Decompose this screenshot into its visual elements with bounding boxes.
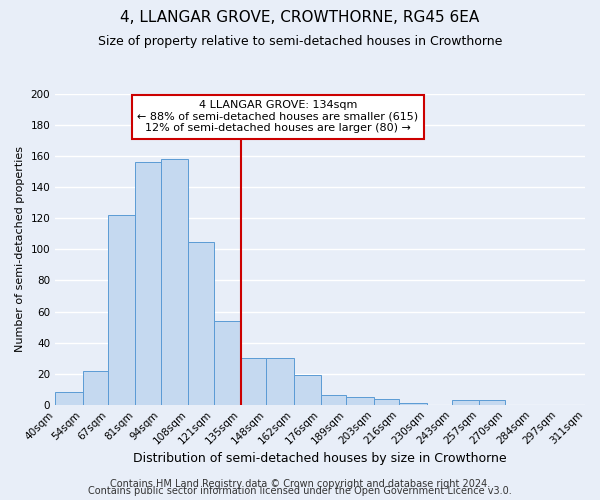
Bar — [108, 215, 136, 404]
Bar — [321, 396, 346, 404]
Bar — [452, 400, 479, 404]
Bar — [399, 403, 427, 404]
Text: 4 LLANGAR GROVE: 134sqm
← 88% of semi-detached houses are smaller (615)
12% of s: 4 LLANGAR GROVE: 134sqm ← 88% of semi-de… — [137, 100, 418, 134]
Bar — [241, 358, 266, 405]
Bar — [136, 162, 161, 404]
Bar — [479, 400, 505, 404]
Bar — [214, 321, 241, 404]
Text: 4, LLANGAR GROVE, CROWTHORNE, RG45 6EA: 4, LLANGAR GROVE, CROWTHORNE, RG45 6EA — [121, 10, 479, 25]
Bar — [585, 402, 600, 404]
Bar — [188, 242, 214, 404]
Bar — [55, 392, 83, 404]
Bar — [161, 160, 188, 404]
Y-axis label: Number of semi-detached properties: Number of semi-detached properties — [15, 146, 25, 352]
Text: Contains public sector information licensed under the Open Government Licence v3: Contains public sector information licen… — [88, 486, 512, 496]
Bar — [374, 398, 399, 404]
Bar — [266, 358, 293, 405]
Bar — [293, 375, 321, 404]
Bar — [346, 397, 374, 404]
Text: Size of property relative to semi-detached houses in Crowthorne: Size of property relative to semi-detach… — [98, 35, 502, 48]
Text: Contains HM Land Registry data © Crown copyright and database right 2024.: Contains HM Land Registry data © Crown c… — [110, 479, 490, 489]
X-axis label: Distribution of semi-detached houses by size in Crowthorne: Distribution of semi-detached houses by … — [133, 452, 507, 465]
Bar — [83, 370, 108, 404]
